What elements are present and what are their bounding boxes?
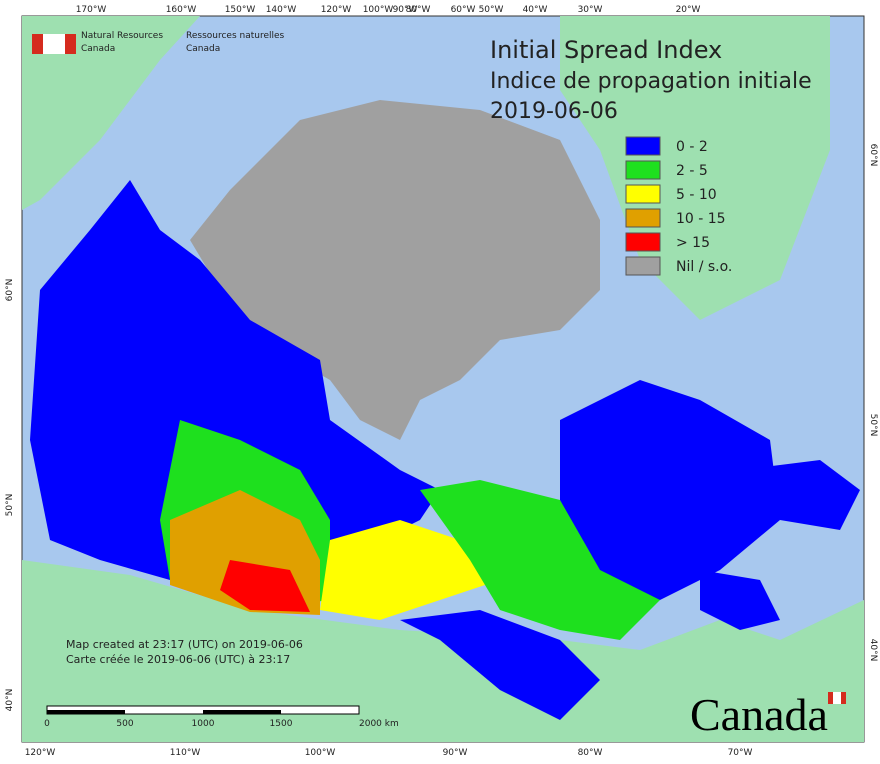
- ontario-yellow: [320, 520, 500, 620]
- longitude-label: 140°W: [266, 5, 297, 15]
- date: 2019-06-06: [490, 99, 618, 124]
- footer: Map created at 23:17 (UTC) on 2019-06-06: [66, 638, 303, 651]
- legend-label: 10 - 15: [676, 211, 726, 227]
- title: Initial Spread Index: [490, 36, 722, 64]
- scale-label: 2000 km: [359, 719, 399, 729]
- quebec-low: [560, 380, 780, 600]
- org-en: Natural Resources: [81, 31, 163, 41]
- legend-label: 0 - 2: [676, 139, 708, 155]
- longitude-label: 20°W: [676, 5, 701, 15]
- west-low: [30, 180, 440, 610]
- wordmark-flag-center: [833, 692, 841, 704]
- ontario-green: [420, 480, 660, 640]
- footer: Carte créée le 2019-06-06 (UTC) à 23:17: [66, 653, 290, 666]
- scale-label: 0: [44, 719, 50, 729]
- longitude-label: 30°W: [578, 5, 603, 15]
- longitude-label: 120°W: [321, 5, 352, 15]
- legend-swatch: [625, 184, 661, 204]
- title: Indice de propagation initiale: [490, 69, 812, 94]
- legend-swatch: [625, 232, 661, 252]
- latitude-label: 60°N: [868, 144, 878, 167]
- org-fr: Canada: [186, 44, 220, 54]
- flag-center: [43, 34, 65, 54]
- longitude-label: 100°W: [363, 5, 394, 15]
- longitude-label: 100°W: [305, 748, 336, 758]
- longitude-label: 80°W: [578, 748, 603, 758]
- latitude-label: 50°N: [868, 414, 878, 437]
- legend-swatch: [625, 256, 661, 276]
- longitude-label: 120°W: [25, 748, 56, 758]
- latitude-label: 60°N: [5, 279, 15, 302]
- longitude-label: 40°W: [523, 5, 548, 15]
- russia: [22, 16, 200, 210]
- longitude-label: 70°W: [728, 748, 753, 758]
- longitude-label: 60°W: [451, 5, 476, 15]
- greenland: [560, 16, 830, 320]
- org-fr: Ressources naturelles: [186, 31, 285, 41]
- legend-label: > 15: [676, 235, 710, 251]
- longitude-label: 80°W: [406, 5, 431, 15]
- longitude-label: 50°W: [479, 5, 504, 15]
- scale-label: 1000: [192, 719, 215, 729]
- longitude-label: 170°W: [76, 5, 107, 15]
- org-en: Canada: [81, 44, 115, 54]
- legend-label: 5 - 10: [676, 187, 717, 203]
- latitude-label: 40°N: [868, 639, 878, 662]
- scale-segment: [203, 710, 281, 714]
- longitude-label: 90°W: [393, 5, 418, 15]
- latitude-label: 50°N: [5, 494, 15, 517]
- scale-segment: [47, 710, 125, 714]
- scale-label: 500: [116, 719, 133, 729]
- wordmark: Canada: [690, 689, 828, 740]
- legend-label: Nil / s.o.: [676, 259, 732, 275]
- longitude-label: 110°W: [170, 748, 201, 758]
- ontario-south: [400, 610, 600, 720]
- legend-swatch: [625, 160, 661, 180]
- latitude-label: 40°N: [5, 689, 15, 712]
- maritimes: [700, 570, 780, 630]
- legend-swatch: [625, 208, 661, 228]
- longitude-label: 90°W: [443, 748, 468, 758]
- legend-label: 2 - 5: [676, 163, 708, 179]
- legend-swatch: [625, 136, 661, 156]
- longitude-label: 160°W: [166, 5, 197, 15]
- scale-label: 1500: [270, 719, 293, 729]
- longitude-label: 150°W: [225, 5, 256, 15]
- newfoundland: [740, 460, 860, 530]
- prairie-red: [220, 560, 310, 612]
